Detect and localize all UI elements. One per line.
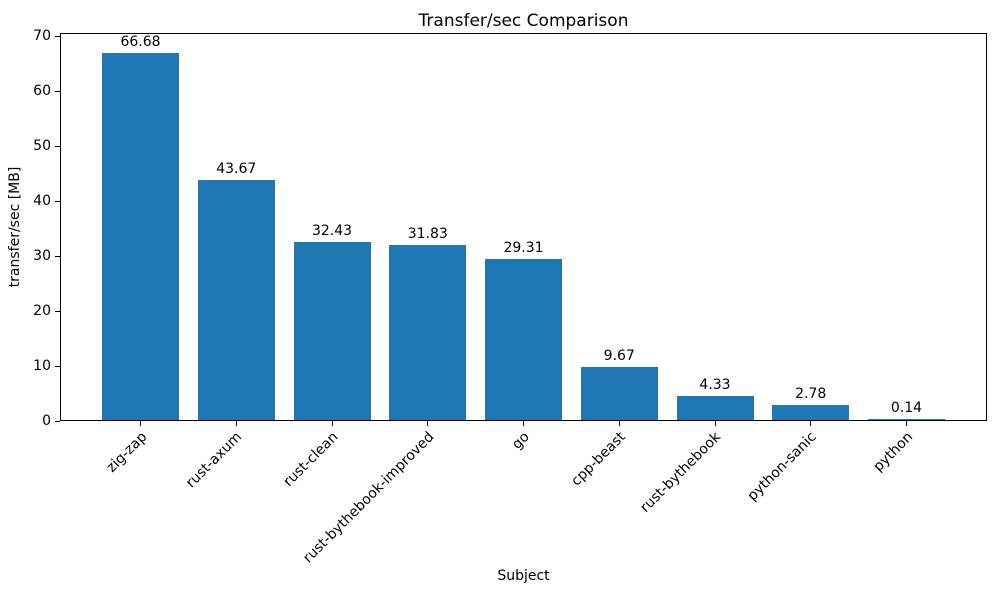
y-tick-label: 10 <box>33 358 51 374</box>
bar-value-label: 9.67 <box>603 347 635 364</box>
y-tick-mark <box>55 145 60 147</box>
bar-python-sanic <box>772 404 850 420</box>
bar-rust-bythebook <box>676 396 754 420</box>
y-tick-label: 60 <box>33 83 51 99</box>
x-tick-mark <box>810 421 812 426</box>
bar-value-label: 0.14 <box>890 400 923 416</box>
x-tick-label: zig-zap <box>103 429 150 476</box>
bar-value-label: 31.83 <box>407 225 448 242</box>
y-tick-label: 30 <box>33 248 51 264</box>
bar-rust-clean <box>293 241 371 420</box>
x-tick-label: go <box>509 429 533 453</box>
y-tick-mark <box>55 90 60 92</box>
y-tick-label: 40 <box>33 193 51 209</box>
x-tick-mark <box>618 421 620 426</box>
x-tick-label: rust-axum <box>183 429 246 492</box>
y-tick-label: 70 <box>33 28 51 44</box>
x-axis-label: Subject <box>497 568 550 584</box>
y-tick-label: 0 <box>42 413 51 429</box>
y-axis-label: transfer/sec [MB] <box>7 166 23 288</box>
x-tick-label: cpp-beast <box>568 429 629 490</box>
y-tick-mark <box>55 255 60 257</box>
bar-value-label: 4.33 <box>699 377 731 394</box>
y-tick-label: 20 <box>33 303 51 319</box>
x-tick-mark <box>906 421 907 426</box>
x-tick-mark <box>235 421 237 426</box>
y-tick-mark <box>55 310 60 312</box>
y-tick-mark <box>55 365 60 367</box>
bar-value-label: 2.78 <box>795 385 827 402</box>
bar-value-label: 29.31 <box>503 239 544 256</box>
bar-value-label: 66.68 <box>120 34 161 51</box>
x-tick-mark <box>140 421 141 426</box>
bar-value-label: 43.67 <box>216 160 257 177</box>
plot-area <box>60 33 987 421</box>
bar-rust-bythebook-improved <box>389 244 467 420</box>
bar-zig-zap <box>102 53 179 420</box>
x-tick-mark <box>523 421 524 426</box>
chart-title: Transfer/sec Comparison <box>418 11 629 31</box>
y-tick-mark <box>55 35 60 37</box>
x-tick-label: python <box>869 429 916 475</box>
bar-rust-axum <box>197 179 275 420</box>
bar-cpp-beast <box>580 366 658 420</box>
x-tick-mark <box>714 421 716 426</box>
y-tick-mark <box>55 200 60 202</box>
bar-python <box>868 419 945 420</box>
bar-value-label: 32.43 <box>311 222 353 239</box>
x-tick-label: python-sanic <box>744 429 821 505</box>
x-tick-mark <box>427 421 429 426</box>
x-tick-mark <box>331 421 333 426</box>
y-tick-label: 50 <box>33 138 51 154</box>
y-tick-mark <box>55 420 60 422</box>
bar-go <box>485 258 562 420</box>
x-tick-label: rust-clean <box>280 429 342 490</box>
x-tick-label: rust-bythebook <box>637 429 725 516</box>
